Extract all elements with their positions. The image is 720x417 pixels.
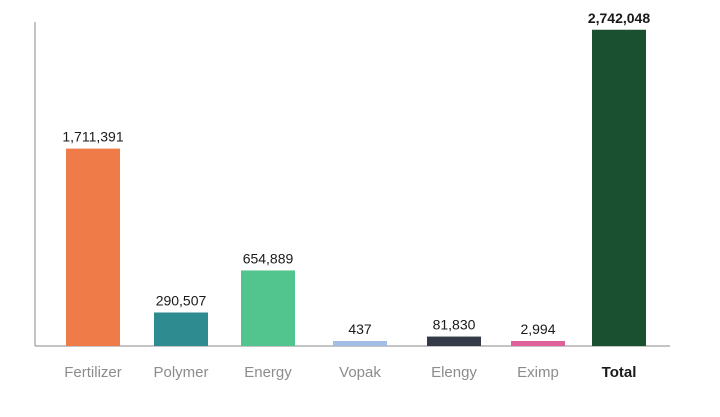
value-label-polymer: 290,507 — [156, 292, 207, 308]
category-label-vopak: Vopak — [339, 364, 381, 381]
category-label-total: Total — [602, 364, 637, 381]
category-label-fertilizer: Fertilizer — [64, 364, 122, 381]
bars-group — [66, 29, 646, 347]
value-labels-group: 1,711,391 290,507 654,889 437 81,830 2,994 2,7… — [62, 10, 650, 337]
category-label-polymer: Polymer — [153, 364, 208, 381]
bar-total — [592, 29, 646, 347]
bar-energy — [241, 270, 295, 346]
bar-vopak — [333, 341, 387, 346]
bar-polymer — [154, 312, 208, 346]
category-label-eximp: Eximp — [517, 364, 559, 381]
category-label-elengy: Elengy — [431, 364, 477, 381]
value-label-energy: 654,889 — [243, 250, 294, 266]
value-label-fertilizer: 1,711,391 — [62, 129, 123, 145]
category-labels-group: Fertilizer Polymer Energy Vopak Elengy Eximp T… — [64, 364, 636, 381]
bar-elengy — [427, 336, 481, 346]
bar-eximp — [511, 341, 565, 346]
value-label-vopak: 437 — [348, 321, 372, 337]
value-label-total: 2,742,048 — [588, 10, 650, 26]
bar-fertilizer — [66, 148, 120, 346]
category-label-energy: Energy — [244, 364, 292, 381]
value-label-eximp: 2,994 — [520, 321, 555, 337]
value-label-elengy: 81,830 — [433, 317, 476, 333]
